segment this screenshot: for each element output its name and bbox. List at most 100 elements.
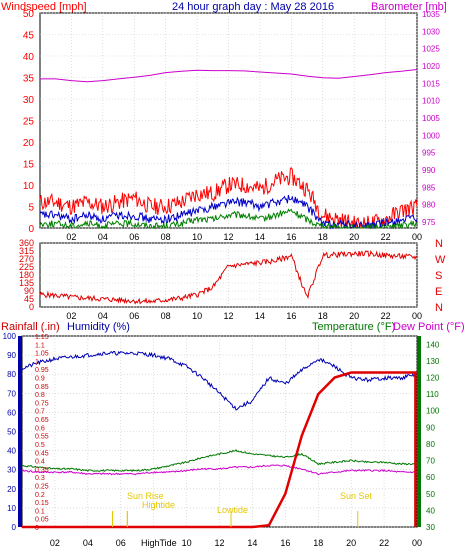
compass-tick-label: S	[435, 270, 442, 282]
climate-x-tick-label: 12	[214, 538, 224, 548]
wind-tick-label: 0	[28, 224, 34, 235]
wind-tick-label: 45	[23, 31, 35, 42]
rain-tick-label: 0.35	[35, 467, 49, 474]
rain-tick-label: 0.6	[35, 425, 45, 432]
temperature-tick-label: 80	[426, 440, 435, 449]
climate-x-tick-label: 18	[313, 538, 323, 548]
direction-x-tick-label: 02	[66, 311, 76, 321]
temperature-axis-bar	[417, 336, 421, 527]
rain-tick-label: 0.1	[35, 508, 45, 515]
wind-x-tick-label: 08	[161, 232, 171, 242]
wind-x-tick-label: 14	[255, 232, 265, 242]
wind-x-tick-label: 06	[129, 232, 139, 242]
dew-point-line	[21, 464, 418, 476]
direction-tick-label: 270	[19, 254, 34, 264]
barometer-tick-label: 1025	[422, 45, 440, 54]
barometer-line	[40, 69, 418, 83]
wind-x-tick-label: 10	[192, 232, 202, 242]
temperature-tick-label: 40	[426, 506, 435, 515]
barometer-tick-label: 990	[422, 166, 436, 175]
climate-x-tick-label: 02	[50, 538, 60, 548]
barometer-tick-label: 1030	[422, 27, 440, 36]
rain-tick-label: 0.3	[35, 475, 45, 482]
direction-x-tick-label: 10	[192, 311, 202, 321]
rainfall-label: Rainfall (.in)	[1, 321, 60, 333]
direction-x-tick-label: 14	[255, 311, 265, 321]
direction-x-tick-label: 08	[161, 311, 171, 321]
wind-tick-label: 30	[23, 95, 35, 106]
rain-tick-label: 0.85	[35, 384, 49, 391]
wind-panel	[39, 12, 418, 229]
humidity-axis-bar	[18, 336, 22, 527]
barometer-tick-label: 1010	[422, 97, 440, 106]
humidity-label: Humidity (%)	[67, 321, 130, 333]
temperature-line	[21, 448, 418, 473]
compass-tick-label: W	[435, 254, 446, 266]
rainfall-line	[22, 371, 417, 529]
wind-x-tick-label: 02	[66, 232, 76, 242]
temperature-tick-label: 120	[426, 374, 440, 383]
wind-low-line	[39, 208, 418, 230]
wind-tick-label: 25	[23, 117, 35, 128]
barometer-tick-label: 1015	[422, 79, 440, 88]
rain-tick-label: 1.1	[35, 342, 45, 349]
axis-labels: 0510152025303540455097598098599099510001…	[3, 9, 446, 548]
temperature-tick-label: 140	[426, 340, 440, 349]
wind-tick-label: 10	[23, 181, 35, 192]
direction-x-tick-label: 20	[349, 311, 359, 321]
rain-tick-label: 0.4	[35, 459, 45, 466]
rain-tick-label: 1	[35, 359, 39, 366]
climate-x-tick-label: 14	[247, 538, 257, 548]
wind-x-tick-label: 18	[318, 232, 328, 242]
wind-x-tick-label: 04	[98, 232, 108, 242]
humidity-tick-label: 90	[7, 351, 16, 360]
dew-point-label: Dew Point (°F)	[393, 321, 465, 333]
rain-tick-label: 0.55	[35, 434, 49, 441]
rain-tick-label: 0.5	[35, 442, 45, 449]
humidity-tick-label: 100	[3, 332, 17, 341]
graph-date-title: 24 hour graph day : May 28 2016	[172, 1, 334, 13]
wind-average-line	[39, 194, 418, 230]
barometer-tick-label: 1005	[422, 114, 440, 123]
wind-tick-label: 50	[23, 9, 35, 20]
lowtide-label: Lowtide	[217, 505, 248, 515]
direction-x-tick-label: 12	[223, 311, 233, 321]
climate-x-tick-label: 10	[182, 538, 192, 548]
barometer-title: Barometer [mb]	[371, 1, 447, 13]
rain-tick-label: 0.75	[35, 400, 49, 407]
rain-tick-label: 0.65	[35, 417, 49, 424]
direction-tick-label: 45	[24, 294, 34, 304]
direction-tick-label: 135	[19, 278, 34, 288]
humidity-tick-label: 60	[7, 408, 16, 417]
rain-tick-label: 0.45	[35, 450, 49, 457]
series-marks	[21, 69, 418, 529]
rain-tick-label: 0.2	[35, 492, 45, 499]
climate-x-tick-label: 20	[346, 538, 356, 548]
windspeed-title: Windspeed [mph]	[1, 1, 87, 13]
wind-tick-label: 40	[23, 52, 35, 63]
rain-tick-label: 0	[35, 525, 39, 532]
direction-x-tick-label: 16	[286, 311, 296, 321]
rain-tick-label: 0.95	[35, 367, 49, 374]
climate-x-tick-label: 04	[83, 538, 93, 548]
humidity-tick-label: 0	[12, 523, 17, 532]
wind-tick-label: 35	[23, 74, 35, 85]
wind-tick-label: 15	[23, 160, 35, 171]
wind-x-tick-label: 12	[223, 232, 233, 242]
wind-x-tick-label: 22	[381, 232, 391, 242]
humidity-tick-label: 30	[7, 466, 16, 475]
wind-gust-line	[39, 167, 418, 229]
sun-set-label: Sun Set	[340, 491, 373, 501]
direction-x-tick-label: 18	[318, 311, 328, 321]
rain-tick-label: 0.05	[35, 517, 49, 524]
rain-tick-label: 0.7	[35, 409, 45, 416]
hightide-axis-label: HighTide	[141, 538, 177, 548]
humidity-tick-label: 70	[7, 389, 16, 398]
rain-tick-label: 1.15	[35, 334, 49, 341]
humidity-tick-label: 20	[7, 485, 16, 494]
climate-x-tick-label: 06	[116, 538, 126, 548]
direction-tick-label: 315	[19, 246, 34, 256]
climate-x-tick-label: 16	[280, 538, 290, 548]
barometer-tick-label: 1035	[422, 10, 440, 19]
